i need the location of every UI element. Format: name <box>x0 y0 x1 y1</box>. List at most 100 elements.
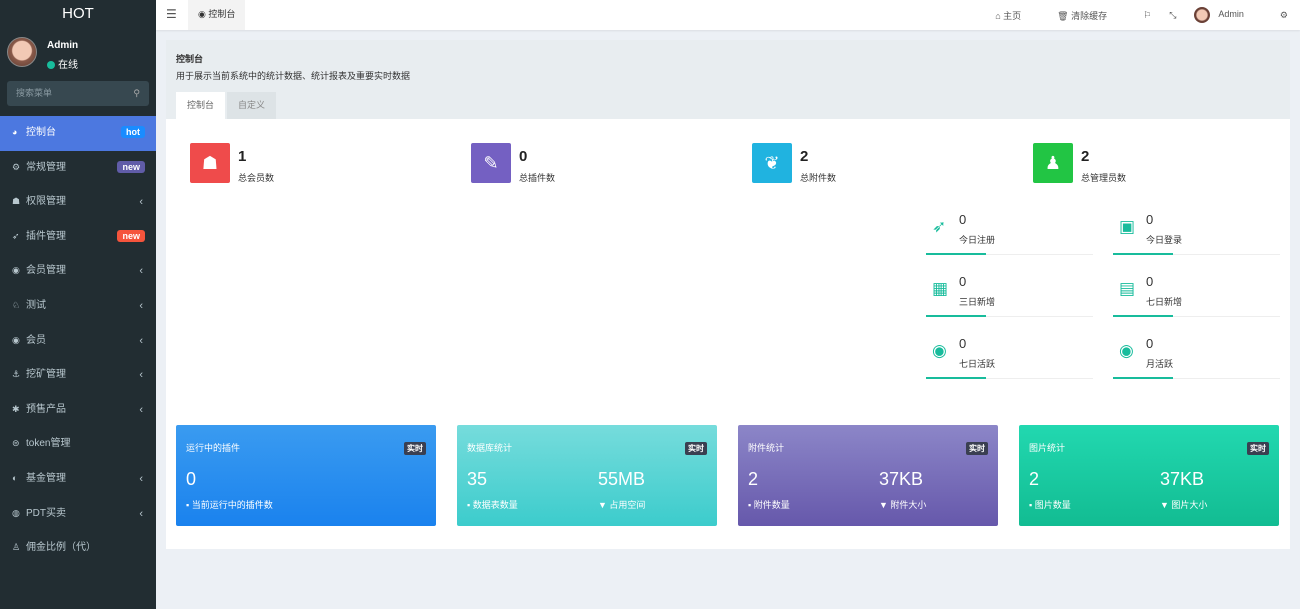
dashboard-panel: 控制台 用于展示当前系统中的统计数据、统计报表及重要实时数据 控制台 自定义 ☗… <box>166 40 1290 549</box>
chevron-left-icon: ‹ <box>139 507 143 520</box>
sidebar-item-label: 会员管理 <box>26 265 66 277</box>
anchor-icon: ⚓ <box>12 369 21 380</box>
vcard-icon: ▣ <box>1119 217 1136 236</box>
mini-stat: ▤ 0 七日新增 <box>1113 272 1280 317</box>
group-icon: ☗ <box>12 196 21 207</box>
stat-value: 1 <box>238 148 247 165</box>
user-icon: ♟ <box>1033 143 1073 183</box>
stat-box: ❦ 2 总附件数 <box>752 143 952 183</box>
card-value: 2 <box>748 469 759 489</box>
mini-stat: ▣ 0 今日登录 <box>1113 210 1280 255</box>
card-label-2-text: 附件大小 <box>890 500 927 510</box>
chevron-left-icon: ‹ <box>139 403 143 416</box>
sidebar-item[interactable]: ⊜ token管理 <box>0 427 156 462</box>
sidebar-item-label: 基金管理 <box>26 472 66 484</box>
mini-stat: ➶ 0 今日注册 <box>926 210 1093 255</box>
sidebar-item[interactable]: ⚓ 挖矿管理 ‹ <box>0 358 156 393</box>
chevron-left-icon: ‹ <box>139 265 143 278</box>
user-menu[interactable]: Admin <box>1194 7 1262 23</box>
card-label-text: 数据表数量 <box>472 500 518 510</box>
sidebar-item-label: 权限管理 <box>26 196 66 208</box>
stat-box: ☗ 1 总会员数 <box>190 143 390 183</box>
stat-label: 总会员数 <box>238 173 275 183</box>
sidebar-item-label: 预售产品 <box>26 403 66 415</box>
sidebar-item-label: token管理 <box>26 438 71 450</box>
sidebar-item[interactable]: ◍ PDT买卖 ‹ <box>0 497 156 532</box>
test-icon: ♘ <box>12 299 21 310</box>
token-icon: ⊜ <box>12 438 20 449</box>
tab-custom[interactable]: 自定义 <box>227 92 277 119</box>
sidebar-item-label: 会员 <box>26 334 46 346</box>
sidebar-item[interactable]: ♘ 测试 ‹ <box>0 289 156 324</box>
sidebar-item[interactable]: ◉ 会员管理 ‹ <box>0 254 156 289</box>
sidebar-item[interactable]: ⚙ 常规管理 new <box>0 151 156 186</box>
sidebar: HOT Admin 在线 搜索菜单 ⚲ ◕ 控制台 hot ⚙ 常规管理 new ☗ 权限管理 ‹… <box>0 0 156 609</box>
card-value-2: 37KB <box>879 469 924 489</box>
mini-stat-bar <box>926 315 986 317</box>
sidebar-item-label: 常规管理 <box>26 161 66 173</box>
chevron-left-icon: ‹ <box>139 334 143 347</box>
top-header: ☰ ◉ 控制台 ⌂ 主页 🗑 清除缓存 ⚐ ⤡ Admin ⚙ <box>156 0 1300 30</box>
avatar <box>7 37 37 67</box>
mini-stat-value: 0 <box>959 212 967 227</box>
stat-value: 2 <box>1081 148 1090 165</box>
mini-stat-value: 0 <box>959 336 967 351</box>
cogs-icon: ⚙ <box>12 161 21 172</box>
search-icon[interactable]: ⚲ <box>133 88 140 98</box>
stat-label: 总管理员数 <box>1081 173 1127 183</box>
card-label: ▪ 图片数量 <box>1029 500 1071 510</box>
sidebar-item[interactable]: ◕ 控制台 hot <box>0 116 156 151</box>
language-icon[interactable]: ⚐ <box>1143 9 1152 20</box>
card-value-2: 37KB <box>1160 469 1205 489</box>
tab-dashboard[interactable]: ◉ 控制台 <box>188 0 246 30</box>
card-label-2-text: 占用空间 <box>609 500 646 510</box>
sidebar-item[interactable]: ♙ 佣金比例（代） <box>0 531 156 566</box>
calendar-plus-icon: ▤ <box>1119 279 1136 298</box>
settings-cogs-icon[interactable]: ⚙ <box>1279 9 1288 20</box>
chevron-left-icon: ‹ <box>139 299 143 312</box>
mini-stat-value: 0 <box>959 274 967 289</box>
adjust-icon: ◐ <box>12 472 18 483</box>
stat-card: 图片统计 实时 2 ▪ 图片数量 37KB ▼ 图片大小 <box>1019 425 1279 526</box>
sidebar-item[interactable]: ◉ 会员 ‹ <box>0 324 156 359</box>
user-status: 在线 <box>47 56 78 71</box>
menu-badge: new <box>117 229 145 242</box>
child-icon: ♙ <box>12 542 21 553</box>
stat-box: ♟ 2 总管理员数 <box>1033 143 1233 183</box>
sidebar-item-label: PDT买卖 <box>26 507 66 519</box>
card-value: 0 <box>186 469 197 489</box>
sidebar-item[interactable]: ☗ 权限管理 ‹ <box>0 185 156 220</box>
menu-search-input[interactable]: 搜索菜单 ⚲ <box>7 81 149 106</box>
status-text: 在线 <box>58 60 78 71</box>
stat-value: 0 <box>519 148 528 165</box>
tab-dashboard[interactable]: 控制台 <box>176 92 226 119</box>
fullscreen-icon[interactable]: ⤡ <box>1169 9 1177 20</box>
mini-stat-value: 0 <box>1146 274 1154 289</box>
card-label: ▪ 当前运行中的插件数 <box>186 500 273 510</box>
sidebar-item[interactable]: ➶ 插件管理 new <box>0 220 156 255</box>
header-user-name: Admin <box>1218 9 1244 20</box>
stat-card: 附件统计 实时 2 ▪ 附件数量 37KB ▼ 附件大小 <box>738 425 998 526</box>
clear-cache-label: 清除缓存 <box>1071 10 1108 21</box>
sidebar-item[interactable]: ◐ 基金管理 ‹ <box>0 462 156 497</box>
logo[interactable]: HOT <box>62 5 94 22</box>
menu-toggle-icon[interactable]: ☰ <box>166 7 177 21</box>
card-title: 图片统计 <box>1029 443 1066 453</box>
card-label-text: 当前运行中的插件数 <box>191 500 273 510</box>
card-label-text: 附件数量 <box>753 500 790 510</box>
clear-cache-button[interactable]: 🗑 清除缓存 <box>1057 10 1108 21</box>
card-title: 数据库统计 <box>467 443 513 453</box>
stat-label: 总插件数 <box>519 173 556 183</box>
dashboard-icon: ◕ <box>12 127 18 137</box>
users-icon: ☗ <box>190 143 230 183</box>
user-circle-icon: ◉ <box>12 334 20 345</box>
mini-stat-value: 0 <box>1146 212 1154 227</box>
home-link[interactable]: ⌂ 主页 <box>995 10 1022 21</box>
yelp-icon: ✱ <box>12 403 20 414</box>
mini-stat: ◉ 0 七日活跃 <box>926 334 1093 379</box>
user-name: Admin <box>47 40 79 51</box>
sidebar-item[interactable]: ✱ 预售产品 ‹ <box>0 393 156 428</box>
realtime-badge: 实时 <box>685 442 707 455</box>
realtime-badge: 实时 <box>404 442 426 455</box>
card-label-2-text: 图片大小 <box>1171 500 1208 510</box>
